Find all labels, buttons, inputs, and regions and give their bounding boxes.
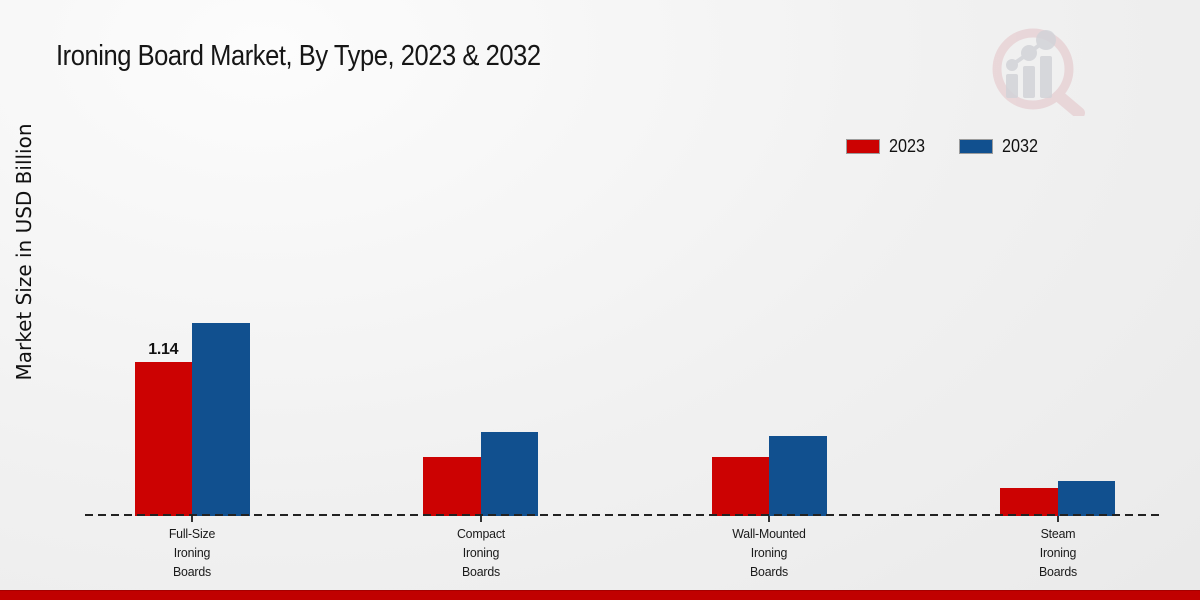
footer-accent-bar xyxy=(0,590,1200,600)
chart-title: Ironing Board Market, By Type, 2023 & 20… xyxy=(56,40,541,72)
bar-2032-category-3 xyxy=(1057,480,1115,516)
legend-swatch-2032 xyxy=(959,139,994,154)
bar-2023-category-2 xyxy=(711,456,769,516)
legend-swatch-2023 xyxy=(846,139,880,154)
category-label-2: Wall-Mounted Ironing Boards xyxy=(732,526,806,579)
bar-value-label: 1.14 xyxy=(148,341,179,359)
legend-item-2023: 2023 xyxy=(846,136,929,157)
bar-2023-category-3 xyxy=(1000,487,1058,516)
category-tick xyxy=(191,516,193,522)
magnifier-icon xyxy=(992,28,1085,116)
category-tick xyxy=(479,516,482,522)
bar-2023-category-0 xyxy=(134,362,192,516)
legend-label-2023: 2023 xyxy=(889,136,926,156)
category-tick xyxy=(768,516,770,522)
market-research-watermark-logo xyxy=(992,28,1085,116)
legend-label-2032: 2032 xyxy=(1002,136,1039,156)
legend: 2023 2032 xyxy=(846,136,1042,157)
category-label-3: Steam Ironing Boards xyxy=(1038,526,1077,579)
x-axis-baseline xyxy=(85,514,1163,516)
bar-2032-category-0 xyxy=(192,322,250,516)
category-label-0: Full-Size Ironing Boards xyxy=(168,526,216,579)
category-tick xyxy=(1056,516,1059,522)
bar-2032-category-2 xyxy=(769,436,827,516)
legend-item-2032: 2032 xyxy=(959,136,1042,157)
bar-2032-category-1 xyxy=(480,432,538,516)
category-label-1: Compact Ironing Boards xyxy=(456,526,505,579)
bar-trend-icon xyxy=(1006,30,1056,98)
bar-2023-category-1 xyxy=(423,456,481,516)
